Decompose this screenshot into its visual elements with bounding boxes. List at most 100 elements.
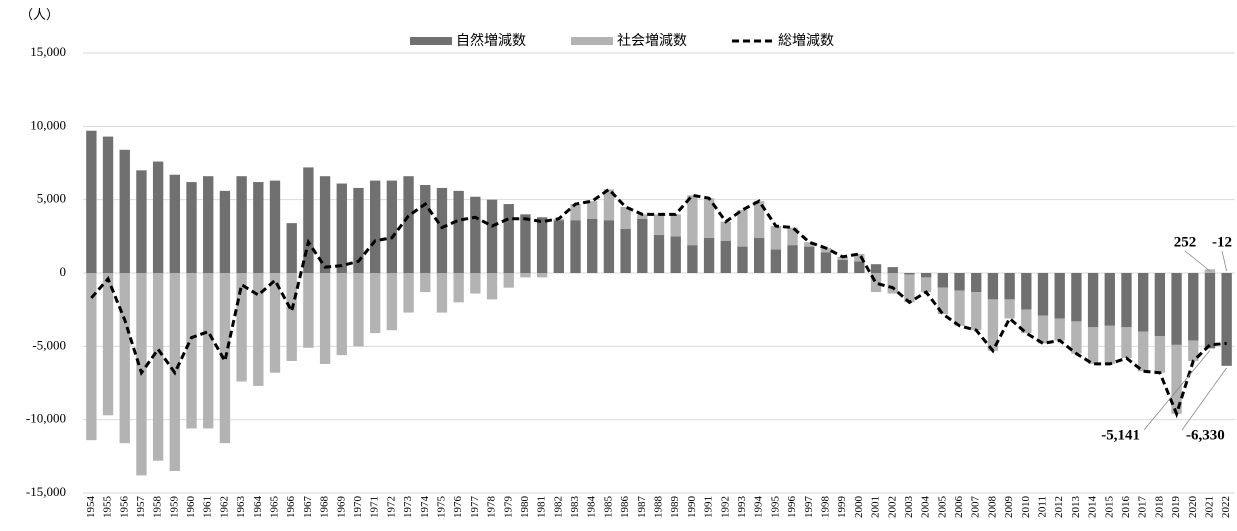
bar bbox=[704, 238, 714, 273]
bar bbox=[186, 182, 196, 273]
bar bbox=[1055, 273, 1065, 318]
bar bbox=[403, 176, 413, 273]
bar bbox=[287, 273, 297, 361]
bar bbox=[1155, 273, 1165, 336]
x-tick-label: 1965 bbox=[269, 496, 281, 519]
bar bbox=[904, 274, 914, 302]
bar bbox=[153, 273, 163, 461]
bar bbox=[387, 273, 397, 330]
bar bbox=[453, 273, 463, 302]
bar bbox=[1121, 327, 1131, 358]
x-tick-label: 2010 bbox=[1020, 496, 1032, 519]
x-tick-label: 2007 bbox=[970, 496, 982, 519]
bar bbox=[437, 188, 447, 273]
leader-line bbox=[1185, 251, 1210, 271]
x-tick-label: 1966 bbox=[285, 496, 297, 519]
bar bbox=[570, 220, 580, 273]
bar bbox=[370, 181, 380, 273]
x-tick-label: 1969 bbox=[335, 496, 347, 519]
x-tick-label: 2022 bbox=[1220, 496, 1232, 518]
bar bbox=[487, 273, 497, 299]
x-tick-label: 2008 bbox=[986, 496, 998, 519]
x-tick-label: 2002 bbox=[886, 496, 898, 518]
x-tick-label: 1971 bbox=[369, 496, 381, 518]
bar bbox=[1138, 273, 1148, 332]
bar bbox=[420, 273, 430, 292]
bar bbox=[687, 245, 697, 273]
bar bbox=[1155, 336, 1165, 373]
x-tick-label: 1968 bbox=[319, 496, 331, 519]
bar bbox=[671, 214, 681, 236]
y-tick-label: -10,000 bbox=[26, 411, 66, 426]
bar bbox=[954, 273, 964, 291]
x-tick-label: 1957 bbox=[135, 496, 147, 519]
bar bbox=[504, 273, 514, 288]
bar bbox=[1038, 273, 1048, 316]
bar bbox=[587, 219, 597, 273]
x-tick-label: 1956 bbox=[118, 496, 130, 519]
bar bbox=[537, 217, 547, 273]
bar bbox=[470, 273, 480, 294]
value-label: -5,141 bbox=[1101, 427, 1140, 443]
x-tick-label: 2017 bbox=[1137, 496, 1149, 519]
x-tick-label: 1976 bbox=[452, 496, 464, 519]
bar bbox=[220, 191, 230, 273]
bar bbox=[470, 197, 480, 273]
bar bbox=[337, 273, 347, 355]
x-tick-label: 2018 bbox=[1153, 496, 1165, 519]
value-label: -12 bbox=[1212, 234, 1232, 250]
bar bbox=[487, 200, 497, 273]
bar bbox=[537, 273, 547, 277]
legend-label: 自然増減数 bbox=[456, 32, 526, 49]
bar bbox=[170, 175, 180, 273]
bar bbox=[888, 267, 898, 273]
bar bbox=[1071, 273, 1081, 321]
y-axis-unit: （人） bbox=[20, 7, 59, 22]
x-tick-label: 1994 bbox=[753, 496, 765, 519]
bar bbox=[1171, 273, 1181, 345]
legend-swatch bbox=[571, 37, 613, 45]
x-tick-label: 1954 bbox=[85, 496, 97, 519]
y-tick-label: 10,000 bbox=[30, 117, 66, 132]
bar bbox=[604, 220, 614, 273]
bar bbox=[270, 181, 280, 273]
x-tick-label: 2009 bbox=[1003, 496, 1015, 519]
bar bbox=[1004, 273, 1014, 299]
x-tick-label: 1986 bbox=[619, 496, 631, 519]
x-tick-label: 1996 bbox=[786, 496, 798, 519]
bar bbox=[136, 170, 146, 273]
bar bbox=[1188, 340, 1198, 361]
bar bbox=[821, 252, 831, 273]
bar bbox=[1138, 332, 1148, 372]
bar bbox=[988, 273, 998, 299]
bar bbox=[938, 273, 948, 288]
x-tick-label: 2001 bbox=[870, 496, 882, 518]
legend-label: 総増減数 bbox=[778, 32, 834, 49]
bar bbox=[1055, 318, 1065, 340]
x-tick-label: 1974 bbox=[419, 496, 431, 519]
value-label: 252 bbox=[1174, 234, 1197, 250]
bar bbox=[253, 182, 263, 273]
x-tick-label: 1975 bbox=[435, 496, 447, 519]
x-tick-label: 1995 bbox=[769, 496, 781, 519]
x-tick-label: 1985 bbox=[602, 496, 614, 519]
x-tick-label: 1989 bbox=[669, 496, 681, 519]
x-tick-label: 1970 bbox=[352, 496, 364, 519]
bar bbox=[620, 229, 630, 273]
x-tick-label: 2016 bbox=[1120, 496, 1132, 519]
x-tick-label: 2021 bbox=[1203, 496, 1215, 518]
x-tick-label: 2006 bbox=[953, 496, 965, 519]
bar bbox=[904, 273, 914, 274]
bar bbox=[654, 214, 664, 235]
bar bbox=[320, 273, 330, 364]
x-tick-label: 1962 bbox=[218, 496, 230, 518]
x-tick-label: 2004 bbox=[920, 496, 932, 519]
y-tick-label: 0 bbox=[60, 264, 67, 279]
bar bbox=[737, 247, 747, 273]
x-tick-label: 1983 bbox=[569, 496, 581, 519]
bar bbox=[103, 137, 113, 273]
bar bbox=[771, 250, 781, 273]
x-tick-label: 1967 bbox=[302, 496, 314, 519]
x-tick-label: 1987 bbox=[636, 496, 648, 519]
bar bbox=[1021, 273, 1031, 310]
